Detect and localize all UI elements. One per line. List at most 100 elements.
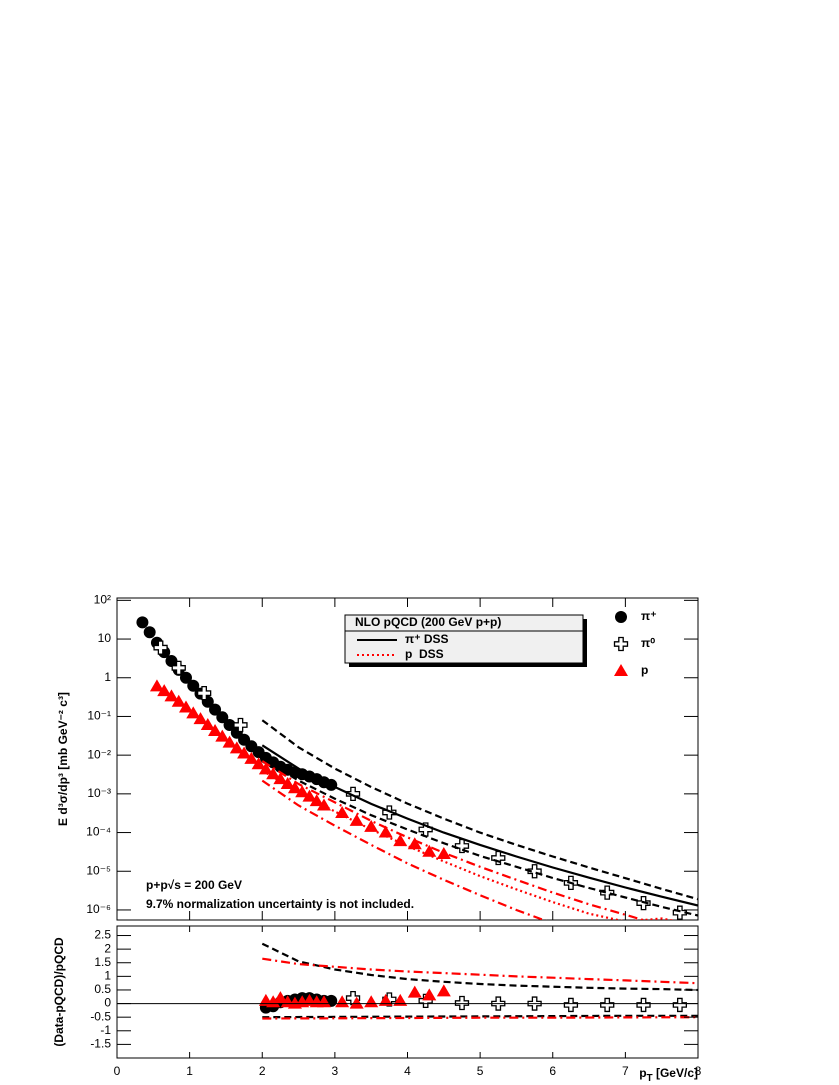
- marker-cross: [233, 717, 248, 733]
- marker-cross: [613, 636, 629, 652]
- y-tick-label: 2.5: [94, 928, 111, 942]
- plot-area: [258, 942, 698, 1020]
- curve: [261, 757, 698, 917]
- marker-triangle: [193, 712, 208, 725]
- marker-cross: [527, 864, 542, 879]
- y-tick-label: 10⁻²: [87, 747, 111, 761]
- marker-triangle: [164, 689, 179, 702]
- y-tick-label: 1: [104, 969, 111, 983]
- marker-triangle: [364, 995, 379, 1008]
- x-axis-label: pT [GeV/c]: [639, 1066, 698, 1083]
- marker-triangle: [393, 834, 408, 847]
- x-tick-label: 1: [186, 1064, 193, 1078]
- marker-triangle: [244, 751, 259, 764]
- y-tick-label: 0.5: [94, 982, 111, 996]
- marker-circle: [143, 626, 156, 639]
- legend-label: p: [641, 663, 648, 677]
- marker-triangle: [349, 813, 364, 826]
- marker-circle: [615, 611, 627, 623]
- marker-triangle: [614, 664, 628, 676]
- marker-triangle: [349, 996, 364, 1009]
- marker-circle: [165, 655, 178, 668]
- marker-triangle: [273, 991, 288, 1004]
- x-tick-label: 8: [695, 1064, 702, 1078]
- marker-cross: [454, 838, 470, 854]
- marker-triangle: [251, 757, 266, 770]
- marker-cross: [600, 997, 615, 1013]
- marker-circle: [136, 616, 149, 629]
- marker-triangle: [436, 984, 451, 997]
- marker-cross: [196, 686, 212, 701]
- x-axis-label-part: [GeV/c]: [653, 1066, 698, 1080]
- plot-area: [136, 616, 698, 920]
- legend-label: π⁺ DSS: [405, 632, 449, 646]
- x-axis-label-part: T: [647, 1073, 653, 1084]
- marker-triangle: [335, 806, 350, 819]
- marker-triangle: [422, 988, 437, 1001]
- marker-triangle: [287, 781, 302, 794]
- y-tick-label: 10⁻⁴: [86, 825, 111, 839]
- x-tick-label: 6: [549, 1064, 556, 1078]
- plot-frame: [116, 925, 699, 1059]
- x-tick-label: 0: [114, 1064, 121, 1078]
- curve: [261, 744, 698, 907]
- marker-triangle: [229, 741, 244, 754]
- marker-triangle: [222, 735, 237, 748]
- marker-circle: [187, 679, 200, 692]
- marker-triangle: [393, 993, 408, 1006]
- annotation: p+p√s = 200 GeV: [146, 878, 242, 892]
- marker-cross: [563, 997, 579, 1013]
- y-tick-label: 10: [98, 631, 112, 645]
- marker-triangle: [186, 706, 201, 719]
- marker-triangle: [316, 995, 331, 1008]
- curve: [262, 1014, 698, 1019]
- curve: [262, 1016, 698, 1020]
- marker-triangle: [407, 985, 422, 998]
- marker-triangle: [208, 724, 223, 737]
- marker-circle: [216, 711, 229, 724]
- marker-cross: [382, 805, 397, 820]
- legend-label: p DSS: [405, 647, 444, 661]
- marker-triangle: [157, 684, 172, 697]
- y-tick-label: 10⁻³: [87, 786, 111, 800]
- x-tick-label: 3: [332, 1064, 339, 1078]
- y-tick-label: 10⁻⁶: [86, 902, 111, 916]
- marker-triangle: [335, 995, 350, 1008]
- x-axis-label-part: p: [639, 1066, 646, 1080]
- marker-triangle: [378, 993, 393, 1006]
- curve: [261, 942, 698, 992]
- y-tick-label: 10⁻⁵: [86, 863, 111, 877]
- marker-cross: [636, 997, 651, 1013]
- marker-triangle: [364, 819, 379, 832]
- y-axis-label: E d³σ/dp³ [mb GeV⁻² c³]: [56, 692, 70, 826]
- y-tick-label: -0.5: [90, 1009, 111, 1023]
- curve: [261, 779, 547, 920]
- marker-triangle: [200, 718, 215, 731]
- marker-triangle: [266, 767, 281, 780]
- y-tick-label: 10⁻¹: [87, 709, 111, 723]
- marker-triangle: [273, 772, 288, 785]
- curve: [261, 760, 648, 920]
- marker-cross: [672, 905, 687, 920]
- marker-triangle: [215, 729, 230, 742]
- marker-circle: [209, 703, 222, 716]
- marker-cross: [672, 997, 687, 1013]
- marker-cross: [171, 660, 186, 676]
- y-tick-label: 1: [104, 670, 111, 684]
- x-tick-label: 5: [477, 1064, 484, 1078]
- marker-triangle: [280, 776, 295, 789]
- marker-triangle: [149, 679, 164, 692]
- x-tick-label: 7: [622, 1064, 629, 1078]
- marker-circle: [179, 671, 192, 684]
- marker-cross: [382, 992, 397, 1007]
- curve: [262, 957, 698, 985]
- x-tick-label: 2: [259, 1064, 266, 1078]
- y-tick-label: -1: [100, 1023, 111, 1037]
- marker-circle: [223, 719, 236, 732]
- curve: [261, 719, 698, 901]
- marker-cross: [491, 850, 506, 866]
- y-tick-label: 0: [104, 996, 111, 1010]
- y-tick-label: 1.5: [94, 955, 111, 969]
- legend-label: π⁺: [641, 609, 657, 623]
